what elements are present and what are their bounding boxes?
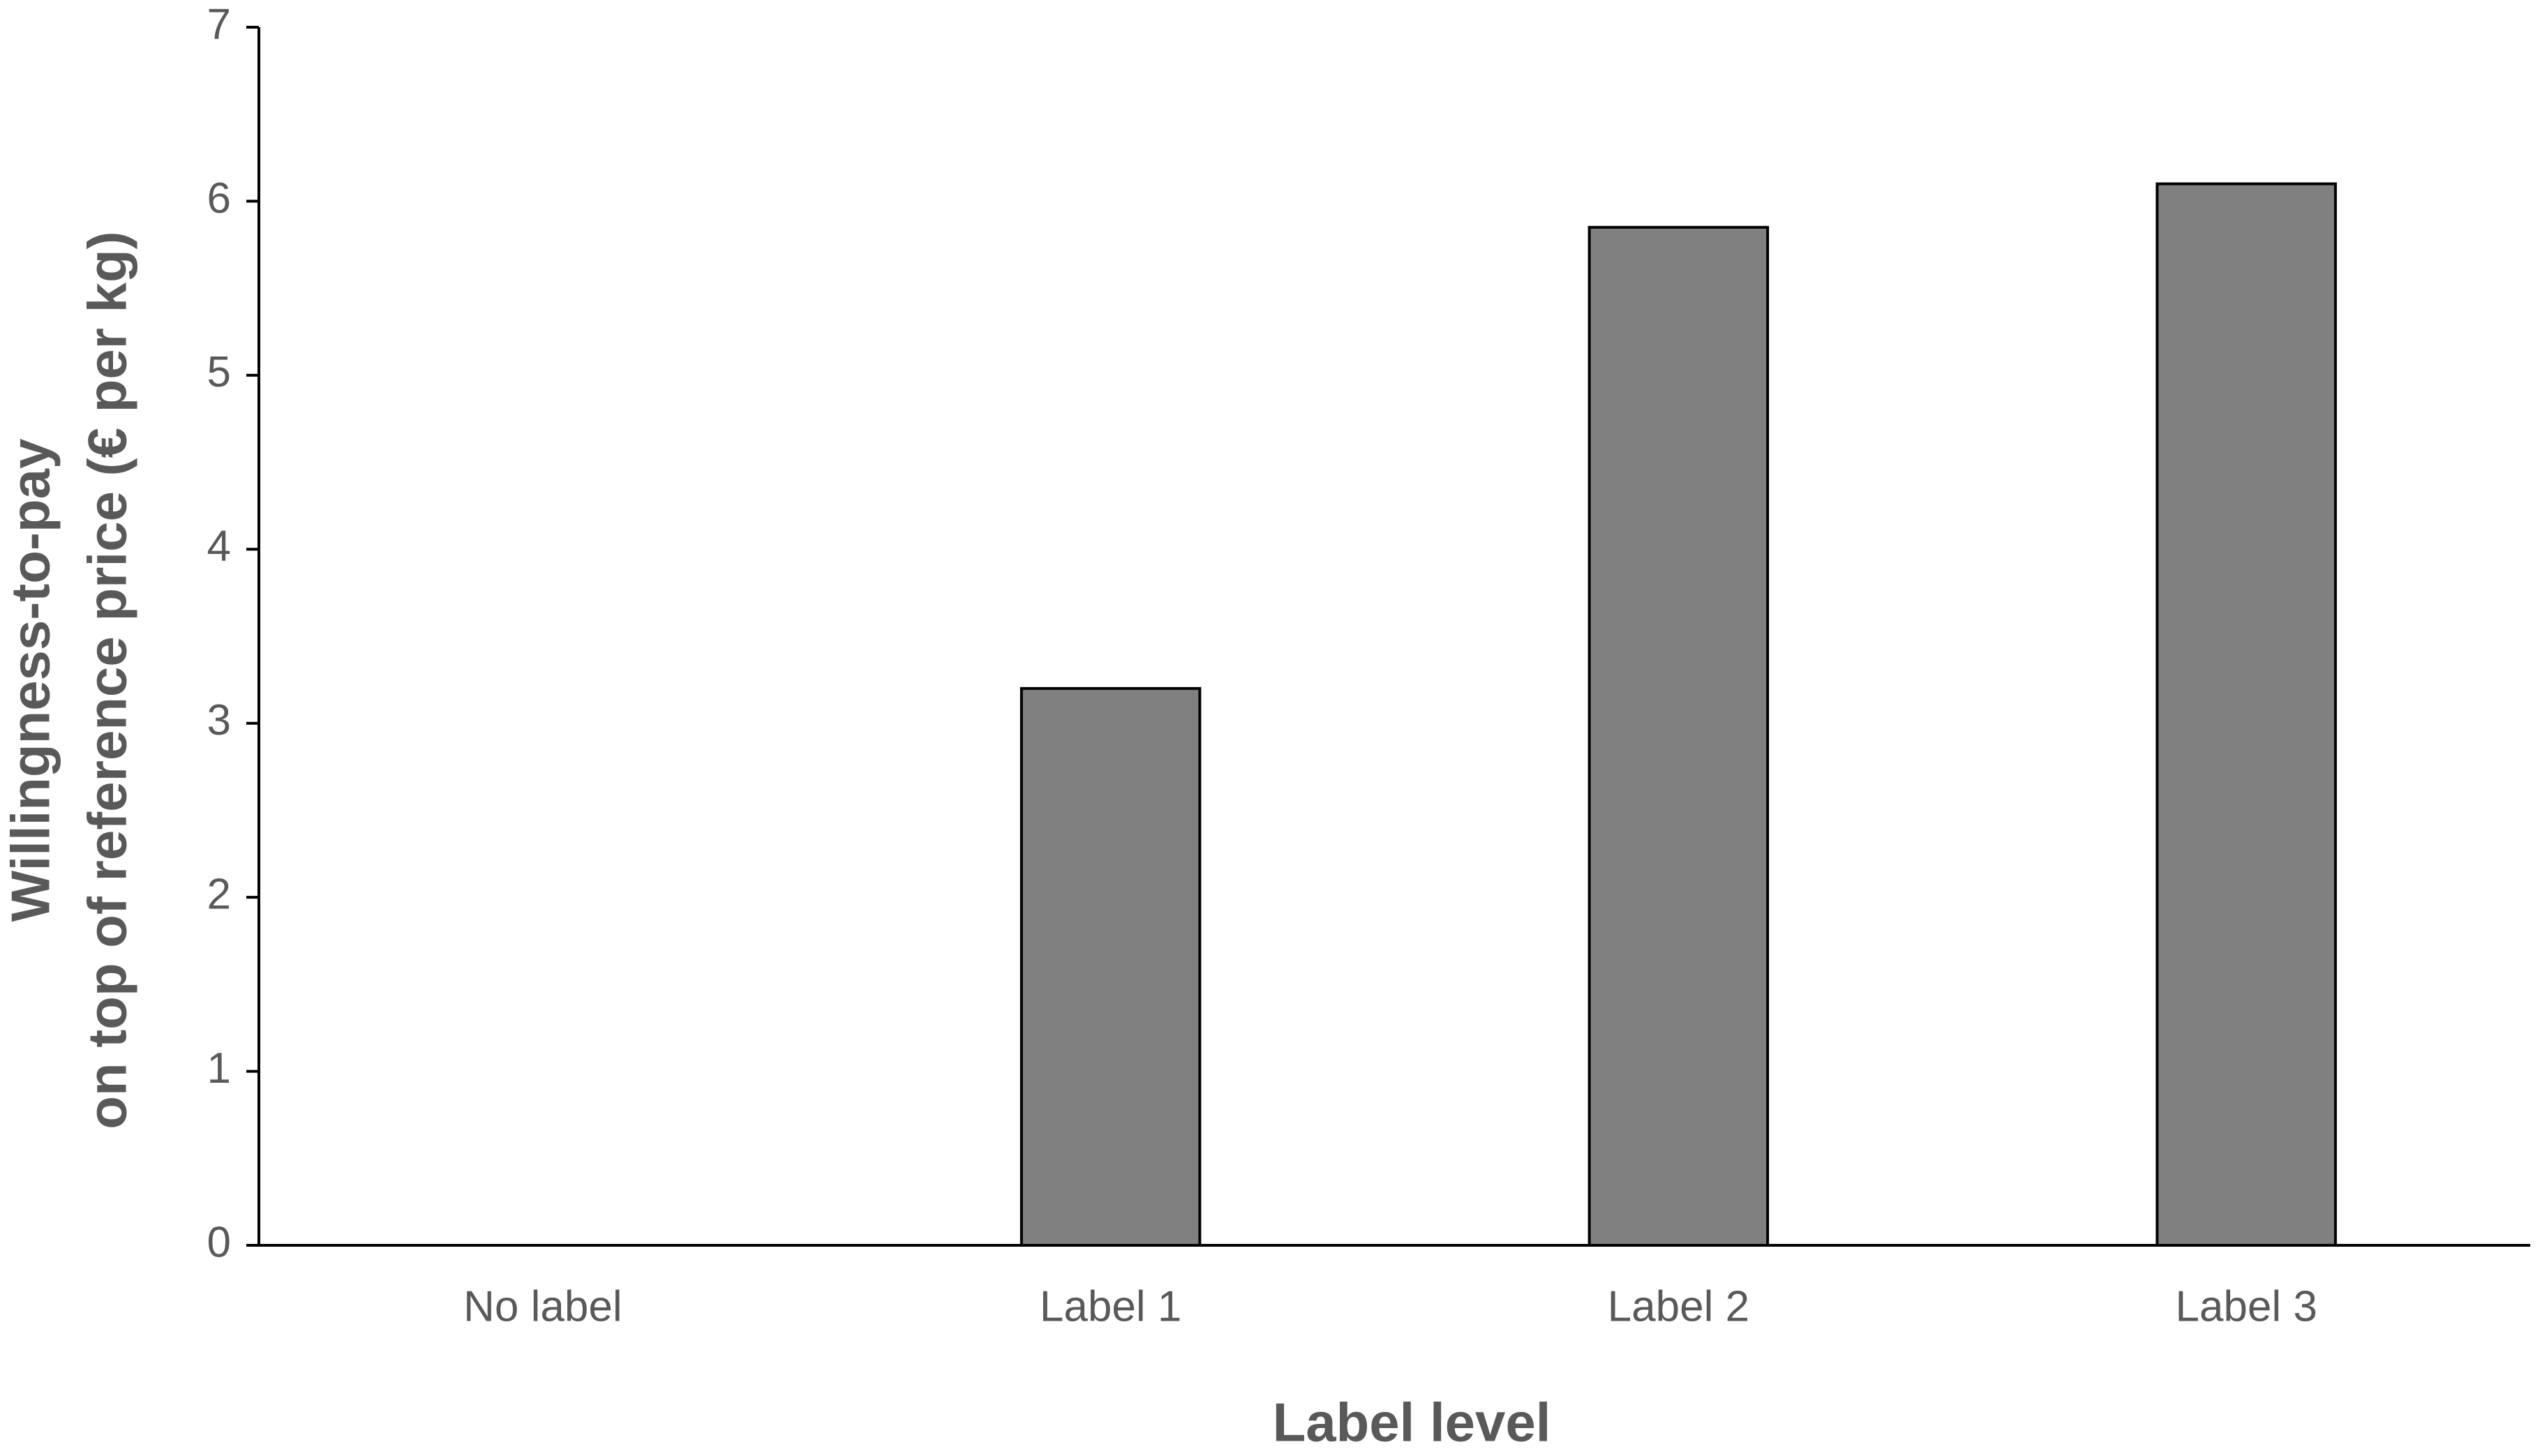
y-tick-label: 0 <box>207 1218 231 1266</box>
bar <box>1019 686 1202 1247</box>
x-tick-label: No label <box>463 1282 622 1330</box>
y-tick-label: 2 <box>207 871 231 919</box>
y-axis-title: Willingness-to-pay <box>0 439 61 922</box>
y-tick-label: 3 <box>207 696 231 744</box>
bar <box>1588 225 1770 1247</box>
x-tick-label: Label 3 <box>2175 1282 2317 1330</box>
y-axis-title: on top of reference price (€ per kg) <box>77 231 138 1129</box>
y-tick-label: 4 <box>207 523 231 571</box>
x-tick-label: Label 1 <box>1040 1282 1181 1330</box>
x-tick-label: Label 2 <box>1608 1282 1749 1330</box>
y-tick-label: 6 <box>207 174 231 223</box>
x-axis-title: Label level <box>1273 1392 1551 1453</box>
y-tick-label: 5 <box>207 348 231 396</box>
y-tick-label: 1 <box>207 1044 231 1093</box>
y-tick-label: 7 <box>207 0 231 48</box>
bar <box>2156 182 2337 1247</box>
